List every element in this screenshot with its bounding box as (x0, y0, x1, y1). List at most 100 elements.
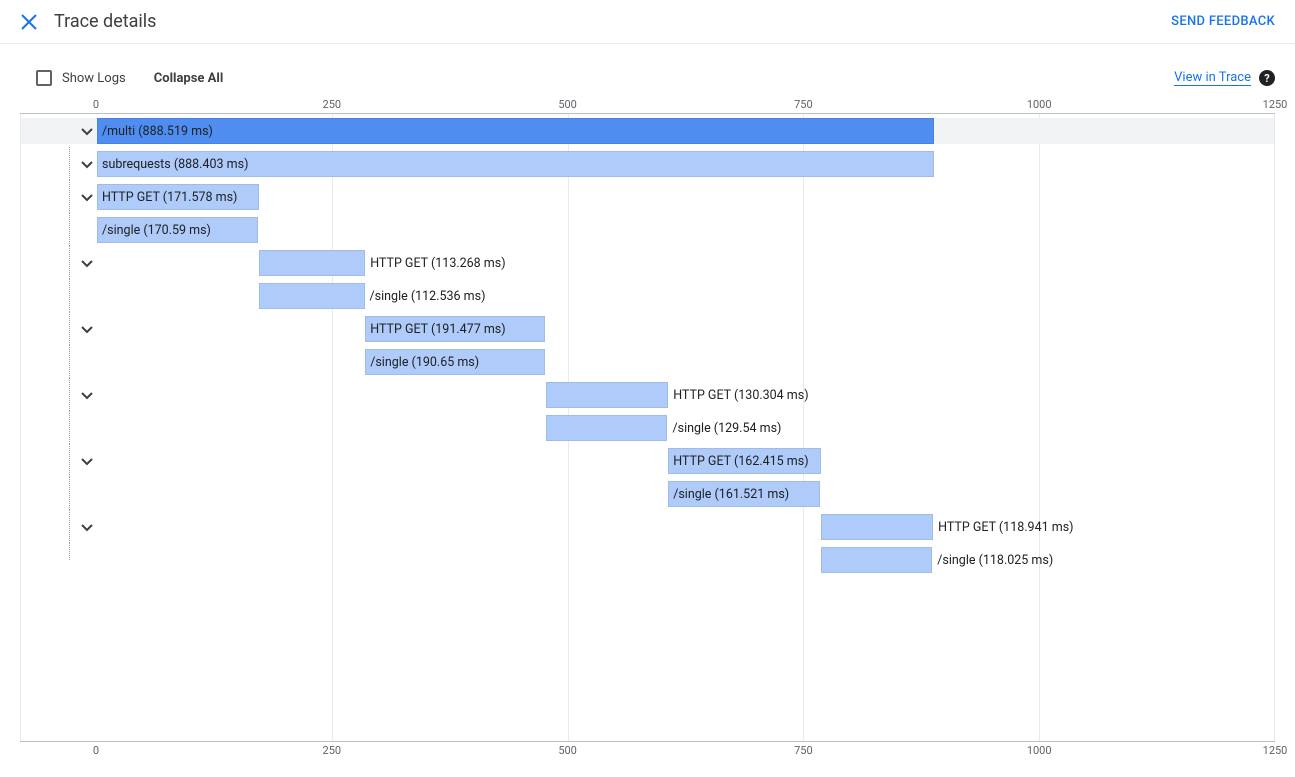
toolbar-right: View in Trace ? (1174, 70, 1275, 86)
span-label: HTTP GET (171.578 ms) (98, 190, 237, 205)
tree-gutter (21, 345, 97, 378)
header-left: Trace details (20, 11, 156, 32)
span-label: /single (190.65 ms) (366, 355, 479, 370)
chevron-down-icon[interactable] (79, 519, 95, 535)
span-row[interactable]: /multi (888.519 ms) (21, 114, 1274, 147)
span-bar[interactable]: HTTP GET (191.477 ms) (365, 316, 545, 342)
bar-track: HTTP GET (113.268 ms) (97, 250, 1274, 276)
tree-gutter (21, 147, 97, 180)
span-label: /single (118.025 ms) (931, 553, 1053, 568)
help-icon[interactable]: ? (1259, 70, 1275, 86)
collapse-all-button[interactable]: Collapse All (154, 71, 224, 86)
axis-tick: 500 (558, 744, 577, 757)
span-bar[interactable]: subrequests (888.403 ms) (97, 151, 934, 177)
span-bar[interactable]: /single (190.65 ms) (365, 349, 545, 375)
tree-gutter (21, 246, 97, 279)
chevron-down-icon[interactable] (79, 321, 95, 337)
axis-tick: 1000 (1027, 98, 1052, 111)
span-row[interactable]: HTTP GET (162.415 ms) (21, 444, 1274, 477)
axis-tick: 0 (93, 98, 99, 111)
chevron-down-icon[interactable] (79, 453, 95, 469)
tree-gutter (21, 378, 97, 411)
bar-track: /single (112.536 ms) (97, 283, 1274, 309)
chevron-down-icon[interactable] (79, 387, 95, 403)
tree-gutter (21, 213, 97, 246)
span-bar[interactable]: HTTP GET (162.415 ms) (668, 448, 821, 474)
bar-track: HTTP GET (162.415 ms) (97, 448, 1274, 474)
tree-gutter (21, 312, 97, 345)
page-title: Trace details (54, 11, 156, 32)
axis-top: 025050075010001250 (20, 96, 1275, 114)
timeline: /multi (888.519 ms) subrequests (888.403 … (20, 114, 1275, 741)
toolbar: Show Logs Collapse All View in Trace ? (0, 44, 1295, 92)
tree-gutter (21, 444, 97, 477)
tree-gutter (21, 510, 97, 543)
span-bar[interactable]: /single (112.536 ms) (259, 283, 365, 309)
span-bar[interactable]: /single (118.025 ms) (821, 547, 932, 573)
span-label: HTTP GET (191.477 ms) (366, 322, 505, 337)
span-row[interactable]: HTTP GET (118.941 ms) (21, 510, 1274, 543)
close-icon[interactable] (20, 13, 38, 31)
span-label: /multi (888.519 ms) (98, 124, 213, 139)
tree-gutter (21, 180, 97, 213)
bar-track: /single (161.521 ms) (97, 481, 1274, 507)
span-bar[interactable]: HTTP GET (171.578 ms) (97, 184, 259, 210)
span-bar[interactable]: HTTP GET (130.304 ms) (546, 382, 669, 408)
view-in-trace-link[interactable]: View in Trace (1174, 70, 1251, 86)
bar-track: /single (170.59 ms) (97, 217, 1274, 243)
chevron-down-icon[interactable] (79, 156, 95, 172)
span-label: subrequests (888.403 ms) (98, 157, 248, 172)
chevron-down-icon[interactable] (79, 255, 95, 271)
span-label: /single (129.54 ms) (666, 421, 781, 436)
span-bar[interactable]: HTTP GET (118.941 ms) (821, 514, 933, 540)
axis-tick: 1250 (1263, 744, 1288, 757)
span-label: /single (112.536 ms) (364, 289, 486, 304)
bar-track: /single (190.65 ms) (97, 349, 1274, 375)
span-label: /single (170.59 ms) (98, 223, 211, 238)
span-row[interactable]: HTTP GET (113.268 ms) (21, 246, 1274, 279)
bar-track: /single (129.54 ms) (97, 415, 1274, 441)
show-logs-label: Show Logs (62, 71, 126, 86)
span-bar[interactable]: /multi (888.519 ms) (97, 118, 934, 144)
bar-track: HTTP GET (191.477 ms) (97, 316, 1274, 342)
bar-track: /single (118.025 ms) (97, 547, 1274, 573)
axis-tick: 250 (323, 98, 342, 111)
axis-tick: 750 (794, 744, 813, 757)
chevron-down-icon[interactable] (79, 123, 95, 139)
axis-tick: 500 (558, 98, 577, 111)
bar-track: HTTP GET (130.304 ms) (97, 382, 1274, 408)
span-bar[interactable]: /single (170.59 ms) (97, 217, 258, 243)
span-row[interactable]: /single (161.521 ms) (21, 477, 1274, 510)
span-row[interactable]: /single (118.025 ms) (21, 543, 1274, 576)
tree-gutter (21, 477, 97, 510)
span-label: HTTP GET (130.304 ms) (667, 388, 808, 403)
span-row[interactable]: /single (129.54 ms) (21, 411, 1274, 444)
tree-gutter (21, 543, 97, 576)
show-logs-checkbox[interactable] (36, 70, 52, 86)
bar-track: /multi (888.519 ms) (97, 118, 1274, 144)
tree-gutter (21, 411, 97, 444)
span-row[interactable]: HTTP GET (130.304 ms) (21, 378, 1274, 411)
span-label: HTTP GET (113.268 ms) (364, 256, 505, 271)
axis-tick: 750 (794, 98, 813, 111)
axis-tick: 250 (323, 744, 342, 757)
send-feedback-button[interactable]: SEND FEEDBACK (1171, 14, 1275, 29)
bar-track: HTTP GET (118.941 ms) (97, 514, 1274, 540)
span-row[interactable]: HTTP GET (171.578 ms) (21, 180, 1274, 213)
span-row[interactable]: /single (112.536 ms) (21, 279, 1274, 312)
bar-track: subrequests (888.403 ms) (97, 151, 1274, 177)
chevron-down-icon[interactable] (79, 189, 95, 205)
span-row[interactable]: /single (190.65 ms) (21, 345, 1274, 378)
span-bar[interactable]: HTTP GET (113.268 ms) (259, 250, 366, 276)
tree-gutter (21, 279, 97, 312)
axis-tick: 0 (93, 744, 99, 757)
axis-bottom: 025050075010001250 (20, 741, 1275, 759)
tree-gutter (21, 114, 97, 147)
bar-track: HTTP GET (171.578 ms) (97, 184, 1274, 210)
span-row[interactable]: HTTP GET (191.477 ms) (21, 312, 1274, 345)
span-row[interactable]: /single (170.59 ms) (21, 213, 1274, 246)
span-row[interactable]: subrequests (888.403 ms) (21, 147, 1274, 180)
header-bar: Trace details SEND FEEDBACK (0, 0, 1295, 44)
span-bar[interactable]: /single (161.521 ms) (668, 481, 820, 507)
span-bar[interactable]: /single (129.54 ms) (546, 415, 668, 441)
